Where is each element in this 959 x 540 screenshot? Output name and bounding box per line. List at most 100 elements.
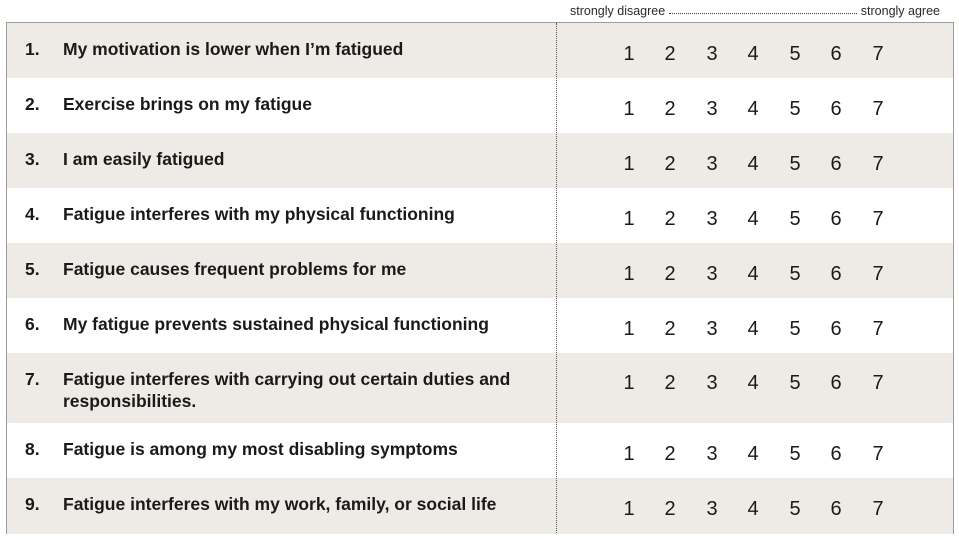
rating-option-2[interactable]: 2 [664, 498, 676, 520]
rating-option-3[interactable]: 3 [706, 98, 718, 120]
rating-option-6[interactable]: 6 [830, 498, 842, 520]
rating-option-3[interactable]: 3 [706, 318, 718, 340]
rating-option-5[interactable]: 5 [789, 443, 801, 465]
rating-option-3[interactable]: 3 [706, 208, 718, 230]
rating-option-7[interactable]: 7 [872, 318, 884, 340]
rating-option-3[interactable]: 3 [706, 43, 718, 65]
item-text: My motivation is lower when I’m fatigued [63, 39, 404, 59]
item-number: 1. [25, 39, 40, 59]
rating-option-7[interactable]: 7 [872, 153, 884, 175]
rating-option-1[interactable]: 1 [623, 263, 635, 285]
rating-option-7[interactable]: 7 [872, 208, 884, 230]
item-number: 7. [25, 369, 40, 389]
rating-option-1[interactable]: 1 [623, 318, 635, 340]
rating-option-3[interactable]: 3 [706, 372, 718, 394]
questionnaire-row: 3. I am easily fatigued 1 2 3 4 5 6 7 [7, 133, 953, 188]
rating-option-5[interactable]: 5 [789, 498, 801, 520]
rating-options: 1 2 3 4 5 6 7 [607, 298, 907, 353]
scale-header: strongly disagree strongly agree [570, 2, 940, 20]
questionnaire-row: 2. Exercise brings on my fatigue 1 2 3 4 5 6 7 [7, 78, 953, 133]
item-number: 5. [25, 259, 40, 279]
item-text: Exercise brings on my fatigue [63, 94, 312, 114]
item-number: 2. [25, 94, 40, 114]
rating-option-4[interactable]: 4 [747, 98, 759, 120]
rating-option-7[interactable]: 7 [872, 98, 884, 120]
rating-option-4[interactable]: 4 [747, 443, 759, 465]
item-number: 4. [25, 204, 40, 224]
column-divider [556, 23, 557, 533]
rating-option-3[interactable]: 3 [706, 443, 718, 465]
rating-option-7[interactable]: 7 [872, 43, 884, 65]
rating-option-5[interactable]: 5 [789, 263, 801, 285]
item-text: Fatigue interferes with carrying out cer… [63, 369, 511, 411]
questionnaire-row: 7. Fatigue interferes with carrying out c… [7, 353, 953, 423]
rating-option-2[interactable]: 2 [664, 372, 676, 394]
rating-option-6[interactable]: 6 [830, 318, 842, 340]
rating-option-5[interactable]: 5 [789, 98, 801, 120]
item-number: 9. [25, 494, 40, 514]
rating-option-3[interactable]: 3 [706, 498, 718, 520]
rating-option-6[interactable]: 6 [830, 153, 842, 175]
rating-option-1[interactable]: 1 [623, 443, 635, 465]
rating-option-4[interactable]: 4 [747, 318, 759, 340]
rating-options: 1 2 3 4 5 6 7 [607, 353, 907, 423]
rating-option-3[interactable]: 3 [706, 153, 718, 175]
rating-option-4[interactable]: 4 [747, 208, 759, 230]
rating-option-5[interactable]: 5 [789, 372, 801, 394]
rating-option-1[interactable]: 1 [623, 208, 635, 230]
item-statement: 6. My fatigue prevents sustained physical… [7, 298, 557, 353]
rating-option-2[interactable]: 2 [664, 98, 676, 120]
rating-option-6[interactable]: 6 [830, 98, 842, 120]
rating-options: 1 2 3 4 5 6 7 [607, 78, 907, 133]
item-statement: 8. Fatigue is among my most disabling sym… [7, 423, 557, 478]
rating-option-7[interactable]: 7 [872, 498, 884, 520]
item-statement: 2. Exercise brings on my fatigue [7, 78, 557, 133]
item-number: 3. [25, 149, 40, 169]
rating-option-2[interactable]: 2 [664, 263, 676, 285]
rating-option-3[interactable]: 3 [706, 263, 718, 285]
item-text: I am easily fatigued [63, 149, 225, 169]
item-text: Fatigue causes frequent problems for me [63, 259, 407, 279]
rating-options: 1 2 3 4 5 6 7 [607, 188, 907, 243]
questionnaire-row: 6. My fatigue prevents sustained physical… [7, 298, 953, 353]
fatigue-scale-table: 1. My motivation is lower when I’m fatigu… [6, 22, 954, 534]
questionnaire-row: 5. Fatigue causes frequent problems for m… [7, 243, 953, 298]
rating-option-7[interactable]: 7 [872, 372, 884, 394]
rating-option-6[interactable]: 6 [830, 263, 842, 285]
item-statement: 9. Fatigue interferes with my work, famil… [7, 478, 557, 534]
rating-option-1[interactable]: 1 [623, 153, 635, 175]
rating-option-4[interactable]: 4 [747, 498, 759, 520]
rating-option-4[interactable]: 4 [747, 372, 759, 394]
rating-options: 1 2 3 4 5 6 7 [607, 133, 907, 188]
rating-option-7[interactable]: 7 [872, 263, 884, 285]
rating-option-6[interactable]: 6 [830, 443, 842, 465]
rating-option-1[interactable]: 1 [623, 372, 635, 394]
item-number: 6. [25, 314, 40, 334]
rating-option-2[interactable]: 2 [664, 43, 676, 65]
scale-left-label: strongly disagree [570, 4, 666, 18]
rating-option-4[interactable]: 4 [747, 263, 759, 285]
rating-option-5[interactable]: 5 [789, 208, 801, 230]
rating-options: 1 2 3 4 5 6 7 [607, 478, 907, 534]
rating-option-2[interactable]: 2 [664, 443, 676, 465]
rating-option-5[interactable]: 5 [789, 43, 801, 65]
rating-options: 1 2 3 4 5 6 7 [607, 243, 907, 298]
rating-option-2[interactable]: 2 [664, 318, 676, 340]
questionnaire-row: 4. Fatigue interferes with my physical fu… [7, 188, 953, 243]
rating-option-1[interactable]: 1 [623, 98, 635, 120]
rating-option-6[interactable]: 6 [830, 208, 842, 230]
rating-option-4[interactable]: 4 [747, 43, 759, 65]
rating-option-6[interactable]: 6 [830, 372, 842, 394]
rating-option-2[interactable]: 2 [664, 208, 676, 230]
scale-dotted-leader [669, 13, 857, 14]
rating-option-5[interactable]: 5 [789, 318, 801, 340]
rating-option-4[interactable]: 4 [747, 153, 759, 175]
rating-option-2[interactable]: 2 [664, 153, 676, 175]
rating-option-7[interactable]: 7 [872, 443, 884, 465]
item-text: Fatigue interferes with my physical func… [63, 204, 455, 224]
rating-option-5[interactable]: 5 [789, 153, 801, 175]
rating-option-1[interactable]: 1 [623, 498, 635, 520]
rating-option-1[interactable]: 1 [623, 43, 635, 65]
rating-option-6[interactable]: 6 [830, 43, 842, 65]
rating-options: 1 2 3 4 5 6 7 [607, 423, 907, 478]
